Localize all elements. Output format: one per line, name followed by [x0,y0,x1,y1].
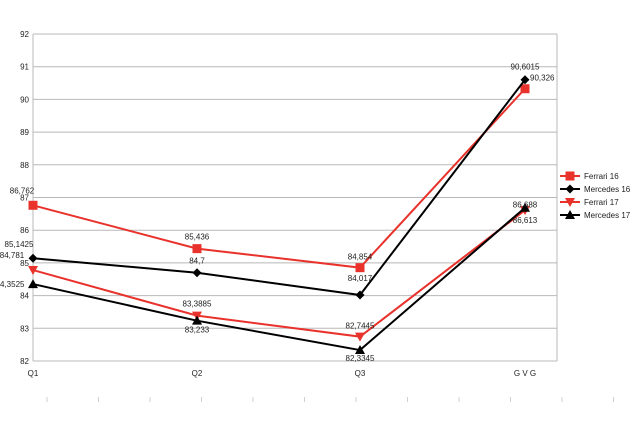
x-tick-label: Q2 [192,369,203,378]
data-point [355,263,365,273]
data-point [520,84,530,94]
data-point [192,244,202,254]
data-label: 84,781 [0,251,25,260]
y-tick-label: 84 [20,292,29,301]
y-tick-label: 87 [20,194,29,203]
data-point [520,75,530,85]
data-label: 85,436 [185,233,210,242]
data-label: 82,7445 [346,322,375,331]
data-label: 83,3885 [183,300,212,309]
legend-label: Mercedes 16 [584,185,631,194]
y-tick-label: 89 [20,128,29,137]
y-tick-label: 85 [20,259,29,268]
series-line [32,209,526,338]
data-label: 86,762 [10,186,35,195]
data-point [192,315,202,325]
legend-marker [565,210,575,219]
series-line [32,206,526,352]
data-label: 84,854 [348,253,373,262]
data-label: 82,3345 [346,354,375,363]
data-point [28,266,38,276]
legend-marker [565,184,575,194]
legend-label: Ferrari 17 [584,198,619,207]
data-point [355,345,365,355]
legend-label: Ferrari 16 [584,172,619,181]
data-label: 90,6015 [511,63,540,72]
x-tick-label: Q1 [28,369,39,378]
data-point [520,202,530,212]
y-tick-label: 90 [20,95,29,104]
y-tick-label: 91 [20,63,29,72]
legend-label: Mercedes 17 [584,211,631,220]
data-label: 84,3525 [0,280,25,289]
y-tick-label: 92 [20,30,29,39]
data-label: 84,7 [189,257,205,266]
data-point [355,290,365,300]
x-tick-label: G V G [514,369,536,378]
data-label: 86,613 [513,216,538,225]
data-label: 86,688 [513,201,538,210]
legend-marker [565,171,575,181]
y-tick-label: 88 [20,161,29,170]
data-label: 84,017 [348,274,373,283]
y-tick-label: 86 [20,226,29,235]
data-label: 90,326 [530,74,555,83]
y-tick-label: 83 [20,324,29,333]
series-line [32,79,526,297]
x-tick-label: Q3 [355,369,366,378]
y-tick-label: 82 [20,357,29,366]
data-point [355,332,365,342]
legend-marker [565,198,575,207]
series-line [32,88,526,269]
data-point [28,253,38,263]
data-label: 83,233 [185,326,210,335]
data-point [192,268,202,278]
data-point [28,200,38,210]
data-point [28,279,38,289]
data-label: 85,1425 [5,240,34,249]
